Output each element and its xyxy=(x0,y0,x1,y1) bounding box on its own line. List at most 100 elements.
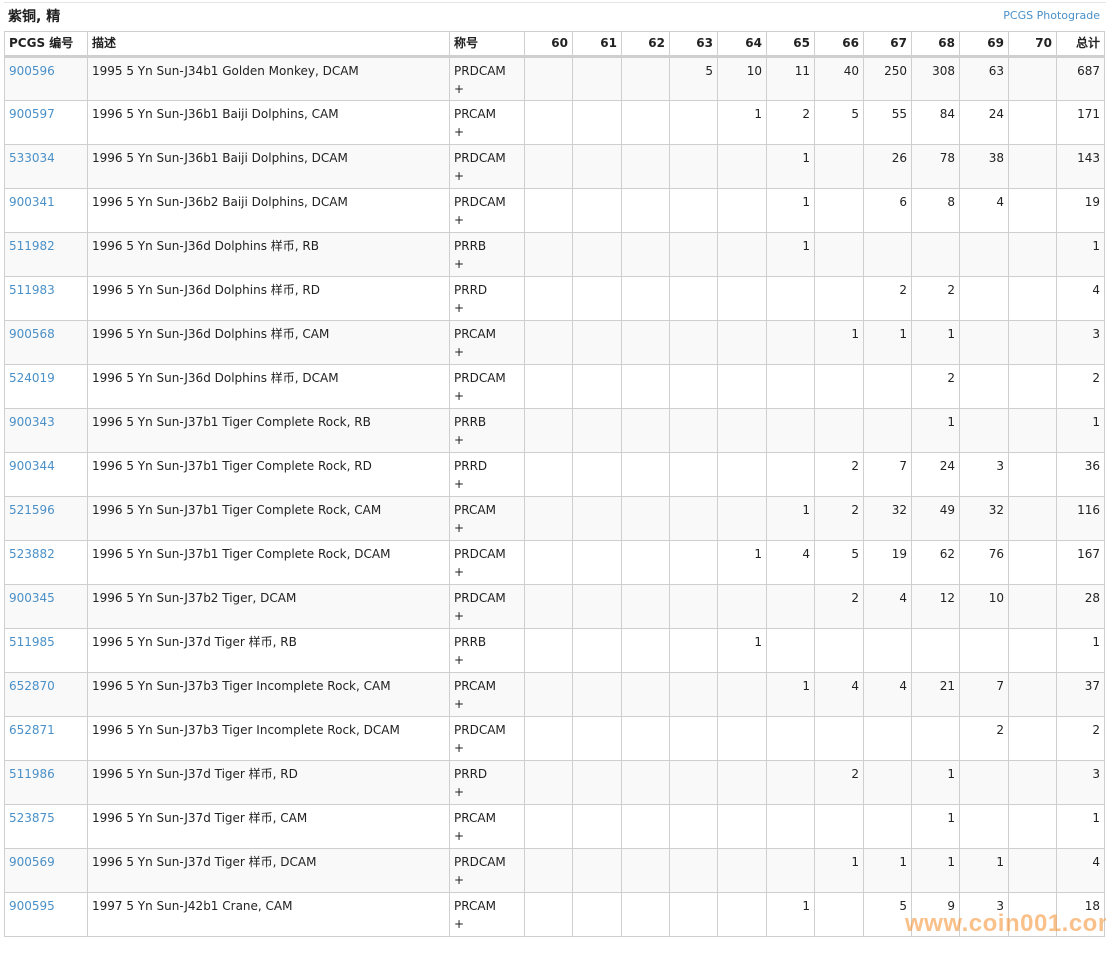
pcgs-code-link[interactable]: 524019 xyxy=(9,371,55,385)
grade-66-cell: 1 xyxy=(814,320,864,365)
header-grade-60[interactable]: 60 xyxy=(524,31,573,58)
grade-65-cell: 11 xyxy=(766,56,815,101)
grade-65-cell xyxy=(766,628,815,673)
designation-text: PRDCAM xyxy=(454,64,506,78)
header-pcgs-code[interactable]: PCGS 编号 xyxy=(4,31,88,58)
pcgs-code-link[interactable]: 900595 xyxy=(9,899,55,913)
header-grade-66[interactable]: 66 xyxy=(814,31,864,58)
grade-64-cell: 10 xyxy=(717,56,767,101)
pcgs-code-link[interactable]: 523882 xyxy=(9,547,55,561)
description-cell: 1996 5 Yn Sun-J36d Dolphins 样币, RB xyxy=(87,232,450,277)
grade-68-cell: 1 xyxy=(911,320,960,365)
header-grade-63[interactable]: 63 xyxy=(669,31,718,58)
header-grade-68[interactable]: 68 xyxy=(911,31,960,58)
designation-cell: PRDCAM + xyxy=(449,56,525,101)
designation-cell: PRRB + xyxy=(449,628,525,673)
header-grade-69[interactable]: 69 xyxy=(959,31,1009,58)
pcgs-code-link[interactable]: 511983 xyxy=(9,283,55,297)
grade-68-cell: 1 xyxy=(911,848,960,893)
grade-60-cell xyxy=(524,672,573,717)
header-grade-65[interactable]: 65 xyxy=(766,31,815,58)
code-cell: 521596 xyxy=(4,496,88,541)
grade-68-cell: 9 xyxy=(911,892,960,937)
grade-67-cell: 1 xyxy=(863,320,912,365)
grade-62-cell xyxy=(621,276,670,321)
total-cell: 3 xyxy=(1056,760,1105,805)
pcgs-code-link[interactable]: 521596 xyxy=(9,503,55,517)
pcgs-code-link[interactable]: 900596 xyxy=(9,64,55,78)
grade-60-cell xyxy=(524,760,573,805)
grade-69-cell: 1 xyxy=(959,848,1009,893)
pcgs-code-link[interactable]: 900341 xyxy=(9,195,55,209)
grade-68-cell: 308 xyxy=(911,56,960,101)
code-cell: 900569 xyxy=(4,848,88,893)
pcgs-code-link[interactable]: 511985 xyxy=(9,635,55,649)
grade-64-cell xyxy=(717,584,767,629)
plus-marker: + xyxy=(454,389,465,403)
pcgs-code-link[interactable]: 900343 xyxy=(9,415,55,429)
designation-text: PRRD xyxy=(454,767,488,781)
grade-60-cell xyxy=(524,100,573,145)
grade-69-cell: 7 xyxy=(959,672,1009,717)
grade-67-cell: 26 xyxy=(863,144,912,189)
grade-64-cell xyxy=(717,804,767,849)
pcgs-code-link[interactable]: 900569 xyxy=(9,855,55,869)
pcgs-code-link[interactable]: 652871 xyxy=(9,723,55,737)
header-grade-64[interactable]: 64 xyxy=(717,31,767,58)
grade-66-cell xyxy=(814,144,864,189)
pcgs-photograde-link[interactable]: PCGS Photograde xyxy=(1003,9,1100,22)
pcgs-code-link[interactable]: 652870 xyxy=(9,679,55,693)
header-grade-70[interactable]: 70 xyxy=(1008,31,1057,58)
designation-cell: PRDCAM + xyxy=(449,716,525,761)
pcgs-code-link[interactable]: 900344 xyxy=(9,459,55,473)
top-divider xyxy=(4,2,1106,3)
pcgs-code-link[interactable]: 533034 xyxy=(9,151,55,165)
grade-64-cell: 1 xyxy=(717,540,767,585)
pcgs-code-link[interactable]: 900345 xyxy=(9,591,55,605)
grade-70-cell xyxy=(1008,276,1057,321)
grade-61-cell xyxy=(572,760,622,805)
header-grade-61[interactable]: 61 xyxy=(572,31,622,58)
grade-65-cell: 2 xyxy=(766,100,815,145)
grade-69-cell: 76 xyxy=(959,540,1009,585)
pcgs-code-link[interactable]: 900568 xyxy=(9,327,55,341)
total-cell: 171 xyxy=(1056,100,1105,145)
grade-69-cell: 63 xyxy=(959,56,1009,101)
total-cell: 1 xyxy=(1056,408,1105,453)
header-designation[interactable]: 称号 xyxy=(449,31,525,58)
grade-70-cell xyxy=(1008,320,1057,365)
designation-cell: PRCAM + xyxy=(449,892,525,937)
grade-68-cell: 1 xyxy=(911,760,960,805)
grade-63-cell xyxy=(669,540,718,585)
grade-65-cell xyxy=(766,760,815,805)
grade-66-cell xyxy=(814,232,864,277)
description-cell: 1996 5 Yn Sun-J36d Dolphins 样币, CAM xyxy=(87,320,450,365)
header-description[interactable]: 描述 xyxy=(87,31,450,58)
plus-marker: + xyxy=(454,213,465,227)
grade-63-cell xyxy=(669,408,718,453)
grade-62-cell xyxy=(621,364,670,409)
header-grade-62[interactable]: 62 xyxy=(621,31,670,58)
header-grade-67[interactable]: 67 xyxy=(863,31,912,58)
grade-62-cell xyxy=(621,188,670,233)
designation-text: PRDCAM xyxy=(454,195,506,209)
plus-marker: + xyxy=(454,169,465,183)
grade-60-cell xyxy=(524,496,573,541)
pcgs-code-link[interactable]: 900597 xyxy=(9,107,55,121)
total-cell: 687 xyxy=(1056,56,1105,101)
grade-65-cell xyxy=(766,452,815,497)
pcgs-code-link[interactable]: 523875 xyxy=(9,811,55,825)
total-cell: 36 xyxy=(1056,452,1105,497)
description-cell: 1996 5 Yn Sun-J37b1 Tiger Complete Rock,… xyxy=(87,452,450,497)
pcgs-code-link[interactable]: 511982 xyxy=(9,239,55,253)
pcgs-code-link[interactable]: 511986 xyxy=(9,767,55,781)
designation-text: PRCAM xyxy=(454,503,496,517)
designation-cell: PRRB + xyxy=(449,408,525,453)
code-cell: 900597 xyxy=(4,100,88,145)
grade-60-cell xyxy=(524,628,573,673)
grade-63-cell xyxy=(669,892,718,937)
header-total[interactable]: 总计 xyxy=(1056,31,1105,58)
grade-61-cell xyxy=(572,452,622,497)
grade-63-cell xyxy=(669,804,718,849)
table-row: 900345 1996 5 Yn Sun-J37b2 Tiger, DCAM PRD… xyxy=(4,584,1105,629)
